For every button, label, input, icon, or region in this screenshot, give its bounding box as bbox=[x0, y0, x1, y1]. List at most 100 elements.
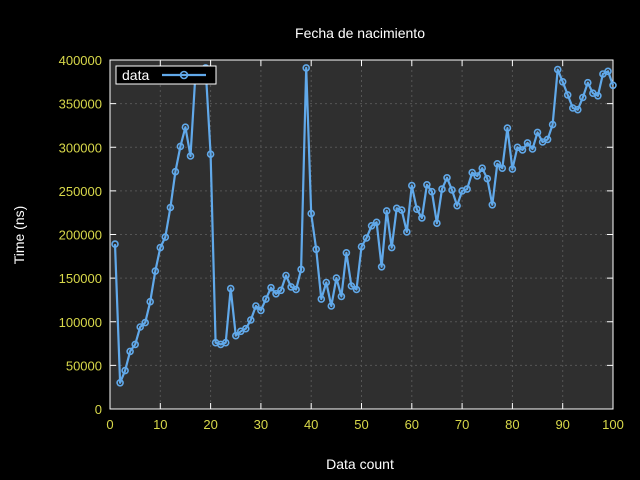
data-point bbox=[166, 203, 175, 212]
x-tick-label: 40 bbox=[304, 417, 318, 432]
x-tick-label: 50 bbox=[354, 417, 368, 432]
data-point bbox=[387, 243, 396, 252]
data-point bbox=[257, 306, 265, 315]
data-point bbox=[508, 165, 517, 173]
data-point bbox=[282, 271, 290, 280]
chart-title: Fecha de nacimiento bbox=[295, 25, 425, 41]
data-point bbox=[317, 295, 326, 303]
data-point bbox=[362, 234, 371, 242]
x-tick-label: 60 bbox=[405, 417, 419, 432]
data-point bbox=[533, 128, 542, 137]
legend-marker-swatch bbox=[179, 70, 189, 80]
axis-ticks: 0 10 20 30 40 50 60 70 80 90 100 0 50000 100000 150000… bbox=[59, 53, 624, 432]
data-point bbox=[498, 164, 507, 172]
data-point bbox=[438, 185, 446, 193]
data-point bbox=[483, 174, 492, 183]
x-tick-label: 70 bbox=[455, 417, 469, 432]
data-point bbox=[443, 174, 451, 182]
data-point bbox=[126, 347, 134, 356]
x-tick-label: 90 bbox=[555, 417, 569, 432]
data-point bbox=[478, 164, 487, 172]
data-point bbox=[448, 186, 456, 194]
y-tick-label: 350000 bbox=[59, 97, 102, 112]
data-point bbox=[226, 284, 235, 293]
data-point bbox=[262, 295, 270, 303]
data-point bbox=[402, 228, 411, 236]
data-point bbox=[272, 289, 280, 298]
data-point bbox=[523, 139, 532, 147]
data-point bbox=[181, 123, 190, 131]
data-point bbox=[302, 64, 311, 72]
data-point bbox=[151, 267, 160, 275]
x-tick-label: 100 bbox=[602, 417, 624, 432]
data-point bbox=[543, 135, 552, 144]
data-point bbox=[583, 78, 592, 87]
data-point bbox=[377, 262, 386, 271]
data-point bbox=[418, 214, 426, 222]
data-point bbox=[161, 233, 170, 241]
data-point bbox=[433, 219, 441, 227]
grid bbox=[110, 60, 613, 409]
data-point bbox=[453, 201, 461, 210]
data-point bbox=[558, 78, 567, 86]
data-point bbox=[548, 120, 557, 129]
data-point bbox=[186, 152, 195, 160]
data-point bbox=[297, 265, 305, 274]
data-point bbox=[463, 185, 471, 193]
data-point bbox=[176, 142, 185, 151]
y-tick-label: 300000 bbox=[59, 140, 102, 155]
data-point bbox=[111, 240, 119, 248]
data-point bbox=[232, 331, 240, 340]
data-point bbox=[121, 366, 129, 375]
data-point bbox=[518, 146, 527, 154]
data-point bbox=[347, 282, 356, 290]
data-point bbox=[428, 187, 436, 196]
data-point bbox=[407, 181, 416, 190]
x-tick-label: 20 bbox=[203, 417, 217, 432]
data-point bbox=[488, 201, 497, 209]
data-point bbox=[221, 338, 230, 347]
data-point bbox=[116, 378, 124, 387]
data-point bbox=[382, 207, 391, 215]
data-point bbox=[242, 324, 250, 333]
data-point bbox=[578, 93, 587, 102]
data-point bbox=[206, 150, 215, 158]
data-point bbox=[247, 316, 255, 324]
data-point bbox=[332, 274, 341, 282]
data-point bbox=[327, 302, 336, 310]
data-point bbox=[252, 302, 260, 310]
data-point bbox=[372, 218, 381, 227]
data-point bbox=[473, 172, 482, 180]
data-point bbox=[146, 297, 154, 306]
data-point bbox=[352, 285, 361, 294]
data-point bbox=[528, 145, 537, 153]
y-tick-label: 200000 bbox=[59, 228, 102, 243]
x-axis-label: Data count bbox=[326, 456, 394, 472]
x-tick-label: 30 bbox=[254, 417, 268, 432]
data-point bbox=[322, 278, 331, 287]
data-point bbox=[604, 67, 612, 76]
data-point bbox=[141, 318, 149, 327]
y-tick-label: 0 bbox=[95, 402, 102, 417]
data-point bbox=[267, 283, 275, 292]
data-point bbox=[412, 205, 421, 213]
data-point bbox=[337, 292, 346, 301]
data-point bbox=[367, 222, 376, 230]
y-axis-label: Time (ns) bbox=[11, 206, 27, 265]
data-point bbox=[563, 91, 572, 99]
x-tick-label: 10 bbox=[153, 417, 167, 432]
data-point bbox=[357, 242, 366, 251]
y-tick-label: 400000 bbox=[59, 53, 102, 68]
data-point bbox=[277, 286, 285, 295]
data-point bbox=[171, 167, 180, 176]
data-point bbox=[594, 92, 602, 100]
legend: data bbox=[115, 65, 217, 85]
data-point bbox=[503, 124, 512, 132]
y-tick-label: 250000 bbox=[59, 184, 102, 199]
data-point bbox=[292, 285, 300, 294]
data-point bbox=[397, 206, 406, 214]
y-tick-label: 150000 bbox=[59, 271, 102, 286]
data-point bbox=[609, 81, 617, 90]
